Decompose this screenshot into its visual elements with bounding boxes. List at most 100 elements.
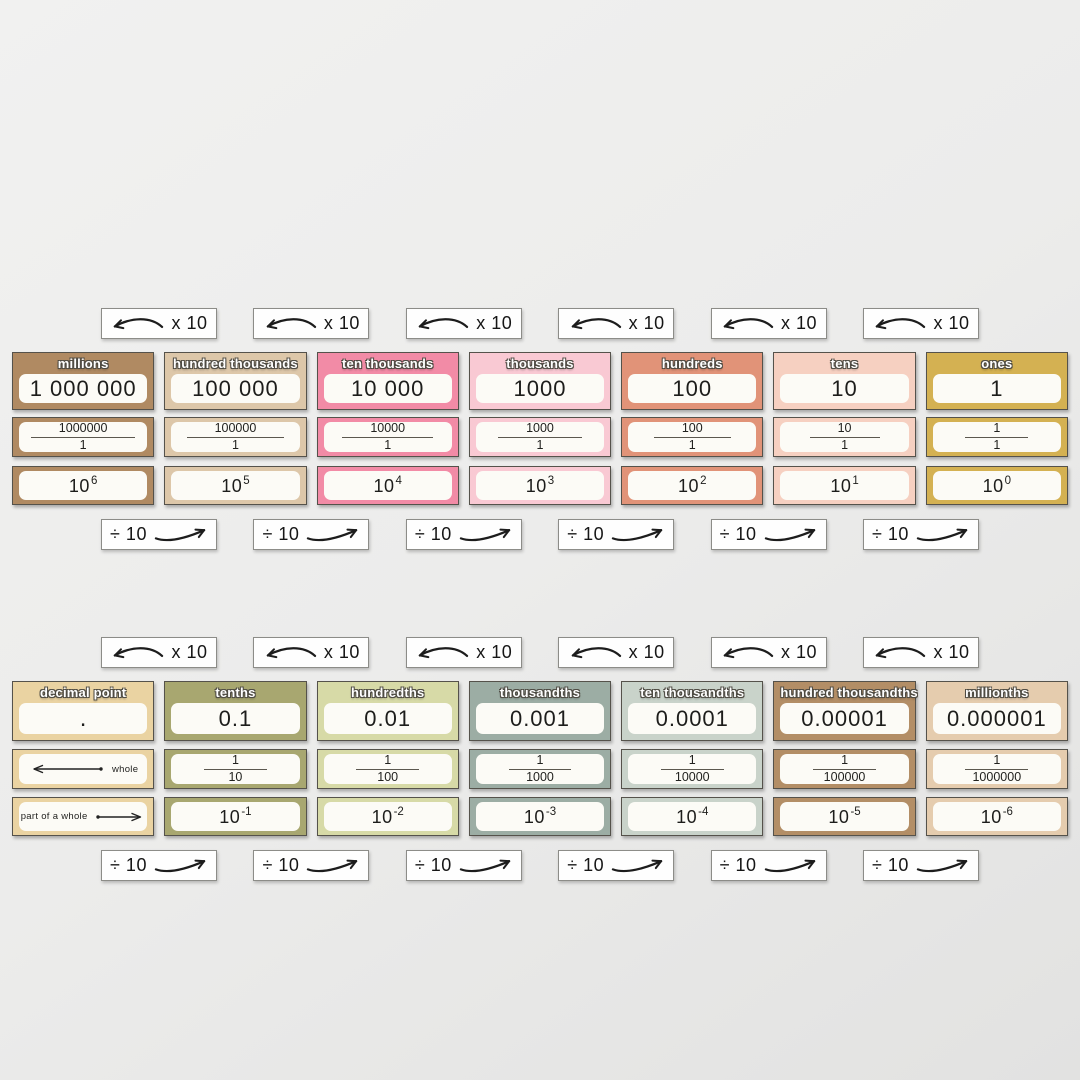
fraction: 1 10000	[660, 753, 724, 784]
power-card: 10-1	[164, 797, 307, 836]
divide-ten-card: ÷ 10	[405, 519, 522, 550]
fraction-card: 1000000 1	[12, 417, 155, 457]
divide-ten-card: ÷ 10	[710, 519, 827, 550]
place-value-number: 0.0001	[655, 705, 729, 731]
multiply-ten-label: x 10	[323, 313, 360, 333]
left-arrow-icon	[33, 764, 103, 774]
curved-left-arrow-icon	[114, 317, 164, 329]
divide-ten-label: ÷ 10	[262, 524, 300, 544]
divide-ten-card: ÷ 10	[862, 519, 979, 550]
power-card: 10-2	[316, 797, 459, 836]
power-card: 102	[621, 466, 764, 505]
place-card-hundredths: hundredths 0.01	[316, 681, 459, 741]
fraction-card: 1 100000	[773, 749, 916, 789]
whole-direction-card: whole	[12, 749, 155, 789]
divide-ten-card: ÷ 10	[405, 850, 522, 881]
multiply-ten-label: x 10	[323, 642, 360, 662]
fraction: 1 100000	[813, 753, 877, 784]
place-name-label: hundred thousands	[173, 356, 298, 371]
place-name-row-bottom: decimal point . tenths 0.1 hundredths 0.…	[12, 681, 1068, 741]
place-card-millions: millions 1 000 000	[12, 352, 155, 410]
value-panel: 1000	[475, 374, 605, 403]
place-name-label: thousandths	[499, 685, 581, 700]
place-card-thousandths: thousandths 0.001	[468, 681, 612, 741]
place-card-hundreds: hundreds 100	[621, 352, 764, 410]
fraction: 10 1	[809, 421, 880, 452]
multiply-arrow-row-top: x 10 x 10 x 10 x 10 x 10 x 10	[12, 308, 1068, 339]
divide-ten-label: ÷ 10	[110, 524, 147, 544]
multiply-arrow-row-bottom: x 10 x 10 x 10 x 10 x 10 x 10	[12, 637, 1068, 668]
value-panel: 10	[780, 374, 909, 403]
divide-arrow-row-bottom: ÷ 10 ÷ 10 ÷ 10 ÷ 10 ÷ 10 ÷ 10	[12, 850, 1068, 881]
curved-right-arrow-icon	[154, 528, 206, 541]
curved-left-arrow-icon	[876, 646, 926, 658]
place-value-number: 1000	[513, 375, 567, 401]
place-name-label: ten thousandths	[640, 685, 745, 700]
curved-right-arrow-icon	[154, 859, 206, 872]
power-of-ten: 10-6	[980, 805, 1013, 827]
multiply-ten-card: x 10	[710, 308, 827, 339]
curved-right-arrow-icon	[459, 859, 510, 872]
divide-ten-card: ÷ 10	[862, 850, 979, 881]
place-value-number: 0.001	[509, 705, 571, 731]
place-card-tens: tens 10	[773, 352, 916, 410]
divide-ten-card: ÷ 10	[253, 850, 370, 881]
place-value-number: 100 000	[192, 375, 279, 401]
multiply-ten-card: x 10	[253, 637, 370, 668]
power-of-ten: 103	[525, 474, 555, 496]
fraction-card: 1 1000	[468, 749, 612, 789]
multiply-ten-card: x 10	[405, 308, 522, 339]
divide-ten-label: ÷ 10	[872, 524, 909, 544]
fraction-card: 1 10000	[621, 749, 764, 789]
whole-label: whole	[111, 763, 139, 775]
value-panel: 0.0001	[628, 703, 757, 734]
curved-left-arrow-icon	[876, 317, 926, 329]
divide-ten-label: ÷ 10	[414, 524, 452, 544]
value-panel: 100 000	[171, 374, 300, 403]
multiply-ten-label: x 10	[171, 642, 208, 662]
fraction: 1 1000	[508, 753, 572, 784]
value-panel: 10 000	[323, 374, 452, 403]
right-arrow-icon	[95, 812, 141, 821]
fraction: 1 100	[356, 753, 420, 784]
place-name-label: thousands	[506, 356, 574, 371]
place-value-number: 0.1	[218, 705, 253, 731]
power-of-ten: 102	[678, 474, 707, 496]
place-name-label: hundredths	[350, 685, 425, 700]
power-of-ten: 10-3	[523, 805, 557, 827]
power-of-ten: 10-2	[371, 805, 404, 827]
curved-right-arrow-icon	[611, 528, 663, 541]
divide-ten-label: ÷ 10	[567, 855, 605, 875]
multiply-ten-label: x 10	[476, 313, 513, 333]
power-card: 101	[773, 466, 916, 505]
power-row-top: 106 105 104 103 102 101 100	[12, 466, 1068, 505]
place-card-tenths: tenths 0.1	[164, 681, 307, 741]
multiply-ten-label: x 10	[171, 313, 208, 333]
curved-left-arrow-icon	[571, 646, 621, 658]
curved-left-arrow-icon	[418, 646, 469, 658]
fraction: 100 1	[653, 421, 731, 452]
divide-arrow-row-top: ÷ 10 ÷ 10 ÷ 10 ÷ 10 ÷ 10 ÷ 10	[12, 519, 1068, 550]
multiply-ten-card: x 10	[405, 637, 522, 668]
fraction-card: 10000 1	[316, 417, 459, 457]
curved-right-arrow-icon	[307, 528, 358, 541]
power-of-ten: 100	[982, 474, 1012, 496]
power-card: 106	[12, 466, 155, 505]
divide-ten-card: ÷ 10	[101, 850, 217, 881]
place-card-ten-thousands: ten thousands 10 000	[316, 352, 459, 410]
place-value-number: 0.000001	[946, 705, 1047, 731]
divide-ten-card: ÷ 10	[101, 519, 217, 550]
whole-direction: whole	[19, 763, 147, 775]
power-of-ten: 106	[68, 474, 98, 496]
value-panel: 1 000 000	[19, 374, 148, 403]
multiply-ten-label: x 10	[933, 313, 970, 333]
multiply-ten-card: x 10	[101, 308, 217, 339]
divide-ten-card: ÷ 10	[253, 519, 370, 550]
place-value-number: 0.01	[364, 705, 412, 731]
part-of-whole-direction: part of a whole	[19, 811, 147, 823]
multiply-ten-label: x 10	[933, 642, 970, 662]
place-name-label: decimal point	[39, 685, 127, 700]
power-of-ten: 101	[830, 474, 859, 496]
